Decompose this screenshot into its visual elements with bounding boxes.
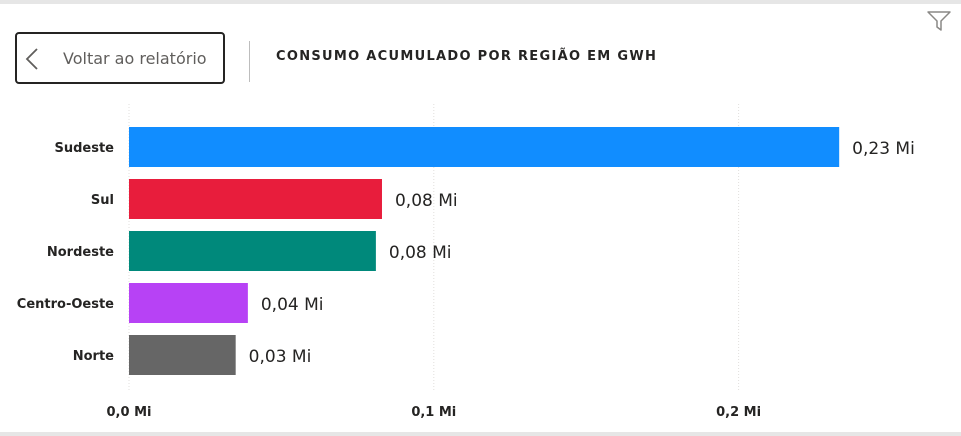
- category-label: Sul: [91, 193, 114, 208]
- header-divider: [249, 41, 250, 82]
- bar-centro-oeste: [129, 283, 248, 323]
- category-label: Sudeste: [54, 141, 114, 156]
- data-label: 0,03 Mi: [249, 347, 312, 367]
- x-tick-label: 0,1 Mi: [411, 405, 456, 420]
- chart-title: CONSUMO ACUMULADO POR REGIÃO EM GWH: [276, 49, 658, 64]
- x-tick-label: 0,2 Mi: [716, 405, 761, 420]
- category-label: Norte: [73, 349, 114, 364]
- category-label: Centro-Oeste: [17, 297, 114, 312]
- data-label: 0,04 Mi: [261, 295, 324, 315]
- bar-sul: [129, 179, 382, 219]
- bar-sudeste: [129, 127, 840, 167]
- bar-nordeste: [129, 231, 376, 271]
- data-label: 0,08 Mi: [389, 243, 452, 263]
- data-label: 0,23 Mi: [852, 139, 915, 159]
- back-button-label: Voltar ao relatório: [63, 49, 207, 68]
- back-to-report-button[interactable]: Voltar ao relatório: [15, 32, 225, 84]
- category-label: Nordeste: [47, 245, 114, 260]
- data-label: 0,08 Mi: [395, 191, 458, 211]
- chevron-left-icon: [25, 48, 38, 70]
- bar-norte: [129, 335, 236, 375]
- x-tick-label: 0,0 Mi: [107, 405, 152, 420]
- filter-icon[interactable]: [926, 10, 952, 32]
